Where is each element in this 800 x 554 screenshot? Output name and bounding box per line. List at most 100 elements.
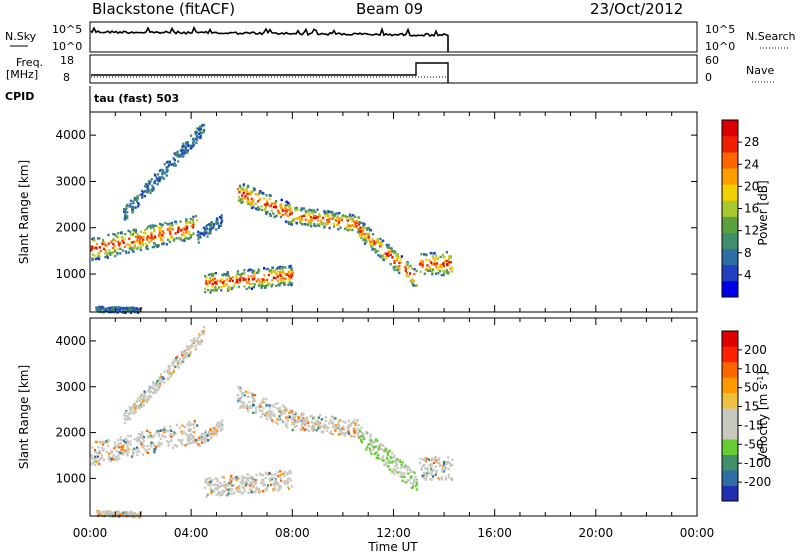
power-data-point [327, 219, 330, 223]
velocity-data-point [348, 425, 351, 429]
velocity-data-point [219, 427, 223, 431]
power-data-point [133, 246, 136, 249]
velocity-data-point [392, 467, 395, 470]
velocity-data-point [320, 418, 323, 421]
power-data-point [226, 274, 229, 277]
velocity-data-point [195, 347, 198, 351]
velocity-data-point [396, 471, 399, 474]
power-data-point [289, 209, 292, 212]
power-data-point [162, 234, 165, 238]
velocity-data-point [146, 396, 149, 399]
velocity-data-point [247, 476, 250, 480]
power-data-point [379, 245, 382, 248]
velocity-data-point [136, 399, 139, 403]
velocity-data-point [243, 394, 246, 397]
velocity-data-point [123, 512, 127, 516]
power-data-point [287, 283, 290, 287]
velocity-data-point [161, 376, 164, 379]
velocity-data-point [153, 444, 156, 447]
power-data-point [387, 250, 390, 253]
power-data-point [152, 227, 156, 231]
velocity-colorbar-swatch [722, 485, 738, 502]
power-data-point [236, 270, 240, 273]
velocity-data-point [111, 455, 114, 459]
power-data-point [257, 271, 260, 274]
velocity-data-point [219, 429, 222, 433]
power-data-point [196, 127, 199, 130]
power-data-point [186, 149, 189, 152]
power-data-point [350, 224, 353, 227]
power-data-point [184, 147, 187, 150]
power-data-point [279, 272, 282, 275]
power-data-point [174, 153, 177, 156]
time-tick-label: 16:00 [477, 526, 512, 540]
velocity-data-point [109, 456, 112, 460]
velocity-data-point [251, 404, 255, 407]
power-data-point [305, 210, 308, 214]
nave-label: Nave [746, 64, 774, 77]
velocity-data-point [94, 458, 97, 461]
velocity-data-point [273, 489, 276, 492]
velocity-data-point [277, 482, 280, 485]
power-data-point [142, 238, 145, 241]
velocity-data-point [343, 432, 346, 435]
velocity-data-point [101, 510, 104, 513]
velocity-data-point [236, 397, 240, 400]
power-data-point [131, 241, 134, 244]
power-data-point [387, 244, 390, 247]
velocity-data-point [192, 340, 195, 343]
power-data-point [346, 225, 349, 228]
velocity-data-point [97, 451, 100, 454]
power-data-point [197, 132, 200, 136]
velocity-data-point [286, 425, 289, 429]
velocity-data-point [102, 449, 105, 452]
power-data-point [175, 154, 178, 157]
velocity-data-point [228, 477, 232, 480]
velocity-data-point [143, 445, 146, 448]
power-data-point [434, 263, 437, 267]
power-data-point [108, 306, 111, 309]
power-data-point [300, 207, 303, 210]
power-data-point [173, 158, 176, 162]
power-data-point [144, 242, 147, 246]
power-data-point [212, 272, 215, 276]
power-data-point [363, 242, 367, 245]
velocity-data-point [247, 409, 250, 413]
velocity-data-point [135, 438, 138, 442]
power-data-point [141, 196, 144, 199]
power-data-point [379, 255, 382, 259]
power-data-point [195, 141, 198, 144]
power-data-point [220, 214, 223, 217]
power-data-point [311, 211, 314, 215]
power-data-point [168, 160, 171, 163]
power-data-point [198, 234, 201, 237]
power-data-point [329, 210, 332, 214]
power-data-point [316, 215, 319, 219]
power-data-point [158, 227, 161, 231]
power-data-point [287, 204, 290, 207]
power-data-point [359, 229, 362, 233]
velocity-data-point [347, 430, 350, 433]
power-data-point [199, 232, 202, 235]
velocity-data-point [241, 475, 244, 478]
power-data-point [197, 136, 200, 139]
power-data-point [274, 202, 277, 205]
power-data-point [227, 289, 230, 292]
power-data-point [197, 230, 200, 233]
power-data-point [205, 225, 208, 228]
velocity-data-point [168, 367, 171, 370]
velocity-data-point [120, 445, 124, 448]
power-data-point [124, 209, 127, 212]
velocity-data-point [215, 493, 218, 497]
velocity-data-point [394, 461, 398, 464]
power-data-point [93, 239, 96, 242]
velocity-data-point [300, 424, 303, 427]
power-data-point [430, 261, 433, 264]
power-data-point [125, 251, 128, 255]
power-data-point [189, 221, 192, 225]
power-data-point [120, 236, 124, 239]
power-data-point [215, 220, 218, 223]
velocity-data-point [136, 446, 139, 449]
power-data-point [144, 228, 147, 232]
freq-trace [91, 62, 449, 83]
